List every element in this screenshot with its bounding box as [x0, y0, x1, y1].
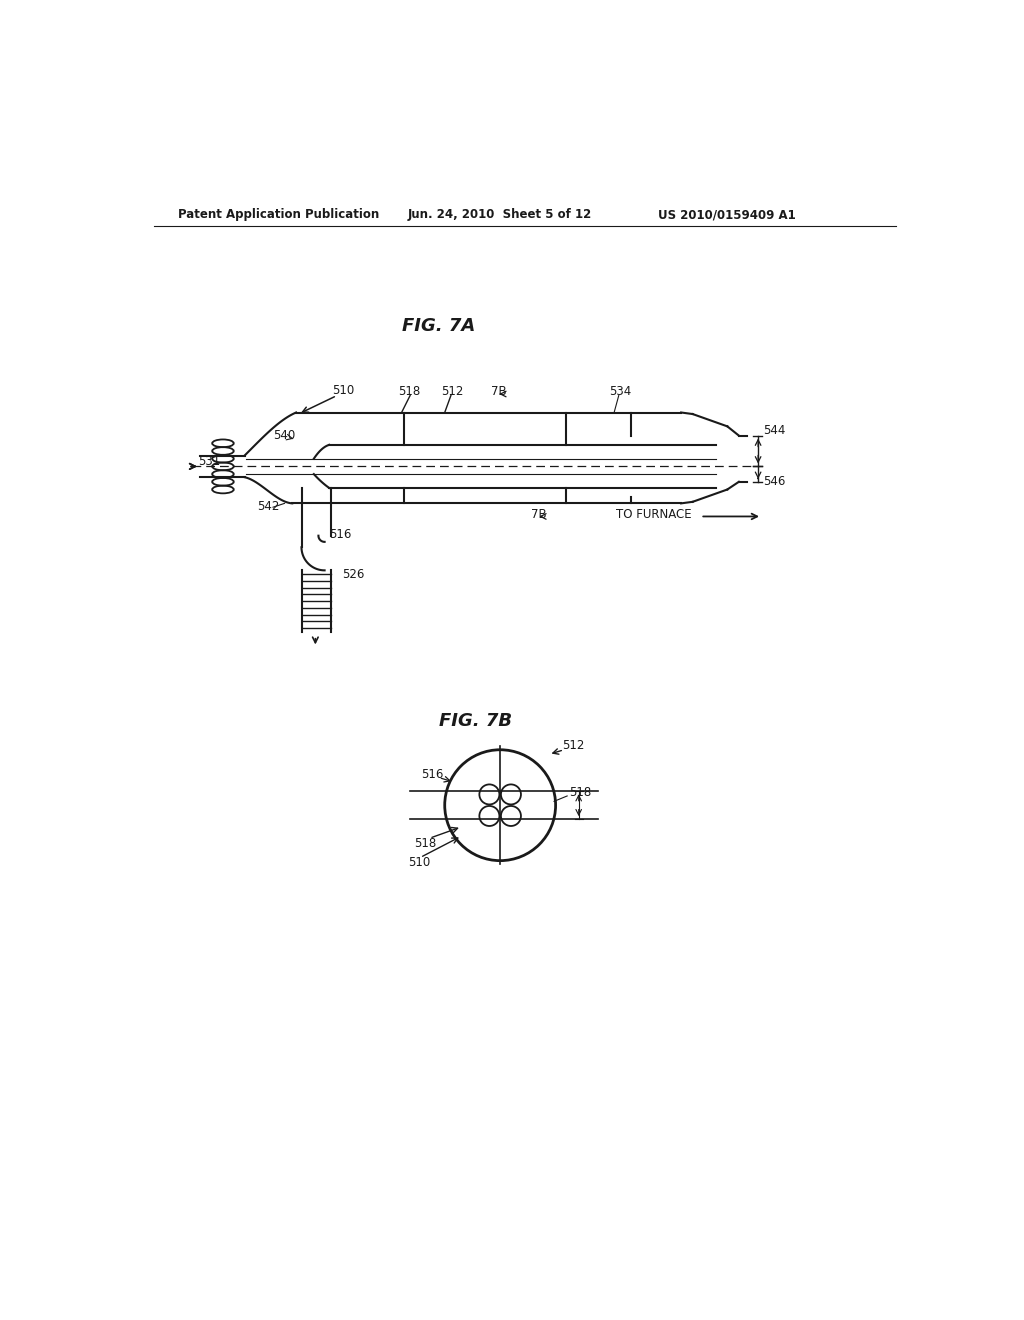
Text: 516: 516 [330, 528, 351, 541]
Text: 512: 512 [441, 385, 463, 399]
Text: FIG. 7B: FIG. 7B [439, 711, 512, 730]
Text: FIG. 7A: FIG. 7A [402, 317, 475, 335]
Text: 534: 534 [609, 385, 632, 399]
Text: 7B: 7B [531, 508, 547, 520]
Text: Patent Application Publication: Patent Application Publication [178, 209, 380, 222]
Text: 516: 516 [422, 768, 444, 781]
Text: 512: 512 [562, 739, 584, 752]
Text: 542: 542 [258, 500, 280, 513]
Text: 518: 518 [569, 785, 592, 799]
Text: 510: 510 [408, 857, 430, 870]
Text: 544: 544 [764, 425, 785, 437]
Text: 518: 518 [414, 837, 436, 850]
Text: 526: 526 [342, 568, 365, 581]
Text: TO FURNACE: TO FURNACE [615, 508, 691, 520]
Text: 540: 540 [273, 429, 295, 442]
Text: Jun. 24, 2010  Sheet 5 of 12: Jun. 24, 2010 Sheet 5 of 12 [408, 209, 592, 222]
Text: 531: 531 [199, 454, 220, 467]
Text: 546: 546 [764, 475, 785, 488]
Text: US 2010/0159409 A1: US 2010/0159409 A1 [658, 209, 796, 222]
Text: 510: 510 [333, 384, 354, 397]
Text: 518: 518 [398, 385, 421, 399]
Text: 7B: 7B [490, 385, 507, 399]
